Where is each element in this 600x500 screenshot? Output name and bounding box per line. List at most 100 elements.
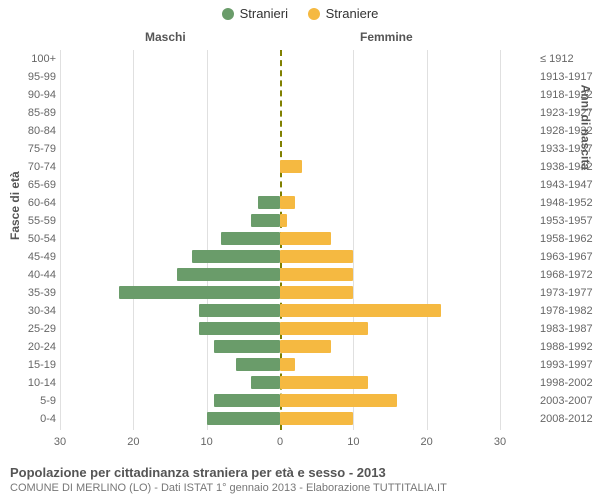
- y-label-birth: 1998-2002: [540, 374, 596, 392]
- bar-female: [280, 304, 441, 317]
- bar-female: [280, 340, 331, 353]
- legend-label-male: Stranieri: [240, 6, 288, 21]
- bar-female: [280, 196, 295, 209]
- y-label-birth: 1918-1922: [540, 86, 596, 104]
- population-pyramid-chart: Stranieri Straniere Maschi Femmine Fasce…: [0, 0, 600, 500]
- bar-male: [207, 412, 280, 425]
- age-row: [60, 230, 500, 248]
- age-row: [60, 248, 500, 266]
- age-row: [60, 158, 500, 176]
- y-label-birth: 1968-1972: [540, 266, 596, 284]
- bar-female: [280, 286, 353, 299]
- swatch-male-icon: [222, 8, 234, 20]
- bar-female: [280, 160, 302, 173]
- age-row: [60, 212, 500, 230]
- bar-male: [192, 250, 280, 263]
- legend-item-male: Stranieri: [222, 6, 288, 21]
- legend: Stranieri Straniere: [0, 6, 600, 23]
- age-row: [60, 68, 500, 86]
- y-label-birth: 1993-1997: [540, 356, 596, 374]
- y-label-age: 25-29: [4, 320, 56, 338]
- bar-male: [177, 268, 280, 281]
- x-tick-label: 30: [45, 436, 75, 448]
- x-tick-label: 20: [412, 436, 442, 448]
- x-tick-label: 10: [192, 436, 222, 448]
- y-label-age: 45-49: [4, 248, 56, 266]
- y-label-age: 85-89: [4, 104, 56, 122]
- age-row: [60, 284, 500, 302]
- bar-female: [280, 376, 368, 389]
- y-label-birth: 1943-1947: [540, 176, 596, 194]
- y-label-birth: 1978-1982: [540, 302, 596, 320]
- y-label-age: 30-34: [4, 302, 56, 320]
- y-label-age: 5-9: [4, 392, 56, 410]
- bar-male: [221, 232, 280, 245]
- y-label-age: 70-74: [4, 158, 56, 176]
- y-label-age: 15-19: [4, 356, 56, 374]
- y-label-birth: 1923-1927: [540, 104, 596, 122]
- age-row: [60, 410, 500, 428]
- gridline: [500, 50, 501, 430]
- age-row: [60, 302, 500, 320]
- y-label-age: 75-79: [4, 140, 56, 158]
- bar-male: [199, 304, 280, 317]
- x-tick-label: 20: [118, 436, 148, 448]
- bar-male: [199, 322, 280, 335]
- bar-female: [280, 358, 295, 371]
- age-row: [60, 176, 500, 194]
- y-label-birth: 1983-1987: [540, 320, 596, 338]
- y-label-birth: 1933-1937: [540, 140, 596, 158]
- plot-area: [60, 50, 500, 430]
- age-row: [60, 320, 500, 338]
- bar-female: [280, 322, 368, 335]
- y-label-age: 50-54: [4, 230, 56, 248]
- y-label-birth: ≤ 1912: [540, 50, 596, 68]
- y-label-age: 100+: [4, 50, 56, 68]
- footer-title: Popolazione per cittadinanza straniera p…: [10, 465, 590, 480]
- x-tick-label: 0: [265, 436, 295, 448]
- y-label-age: 95-99: [4, 68, 56, 86]
- bar-male: [236, 358, 280, 371]
- age-row: [60, 266, 500, 284]
- y-label-age: 90-94: [4, 86, 56, 104]
- y-label-birth: 1948-1952: [540, 194, 596, 212]
- footer-subtitle: COMUNE DI MERLINO (LO) - Dati ISTAT 1° g…: [10, 482, 590, 494]
- age-row: [60, 86, 500, 104]
- column-title-female: Femmine: [360, 30, 413, 44]
- bar-female: [280, 214, 287, 227]
- y-label-birth: 1973-1977: [540, 284, 596, 302]
- y-label-age: 55-59: [4, 212, 56, 230]
- y-label-birth: 1953-1957: [540, 212, 596, 230]
- age-row: [60, 338, 500, 356]
- age-row: [60, 194, 500, 212]
- y-label-birth: 1963-1967: [540, 248, 596, 266]
- bar-male: [258, 196, 280, 209]
- x-tick-label: 30: [485, 436, 515, 448]
- y-label-age: 80-84: [4, 122, 56, 140]
- bar-female: [280, 268, 353, 281]
- age-row: [60, 104, 500, 122]
- footer: Popolazione per cittadinanza straniera p…: [10, 465, 590, 494]
- x-tick-label: 10: [338, 436, 368, 448]
- bar-male: [214, 394, 280, 407]
- y-label-birth: 1988-1992: [540, 338, 596, 356]
- bar-male: [214, 340, 280, 353]
- y-label-birth: 1928-1932: [540, 122, 596, 140]
- age-row: [60, 392, 500, 410]
- y-label-age: 65-69: [4, 176, 56, 194]
- y-label-age: 60-64: [4, 194, 56, 212]
- bar-male: [119, 286, 280, 299]
- y-label-age: 40-44: [4, 266, 56, 284]
- bar-male: [251, 214, 280, 227]
- y-label-age: 35-39: [4, 284, 56, 302]
- column-title-male: Maschi: [145, 30, 186, 44]
- y-label-age: 20-24: [4, 338, 56, 356]
- bar-female: [280, 412, 353, 425]
- age-row: [60, 122, 500, 140]
- bar-female: [280, 232, 331, 245]
- bar-male: [251, 376, 280, 389]
- y-label-birth: 2008-2012: [540, 410, 596, 428]
- age-row: [60, 50, 500, 68]
- legend-label-female: Straniere: [326, 6, 379, 21]
- bar-female: [280, 250, 353, 263]
